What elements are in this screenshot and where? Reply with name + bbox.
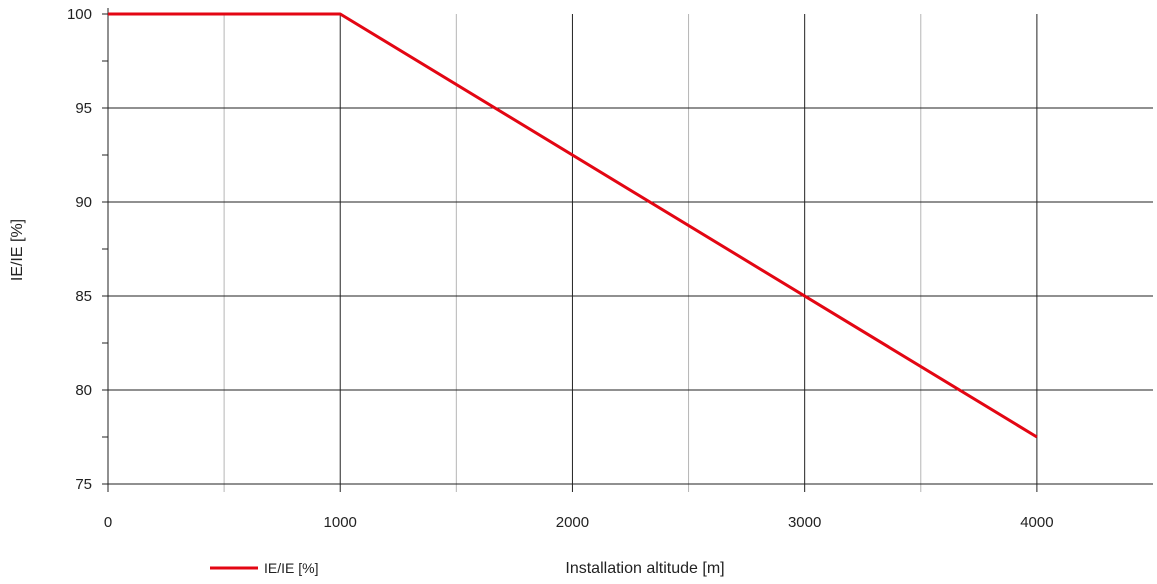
legend-label: IE/IE [%] [264, 560, 318, 576]
y-tick-label: 90 [75, 194, 92, 211]
grid [108, 14, 1153, 492]
y-tick-label: 75 [75, 476, 92, 493]
y-axis-label: IE/IE [%] [9, 219, 26, 281]
axes [102, 8, 1153, 492]
y-tick-label: 85 [75, 288, 92, 305]
x-axis-label: Installation altitude [m] [565, 560, 724, 577]
x-tick-label: 0 [104, 514, 112, 531]
x-tick-label: 2000 [556, 514, 589, 531]
x-tick-label: 1000 [324, 514, 357, 531]
y-tick-label: 95 [75, 100, 92, 117]
series-line [108, 12, 1038, 439]
y-tick-label: 100 [67, 6, 92, 23]
legend: IE/IE [%] [210, 560, 318, 576]
x-tick-label: 4000 [1020, 514, 1053, 531]
x-tick-label: 3000 [788, 514, 821, 531]
series [108, 12, 1038, 439]
y-tick-label: 80 [75, 382, 92, 399]
